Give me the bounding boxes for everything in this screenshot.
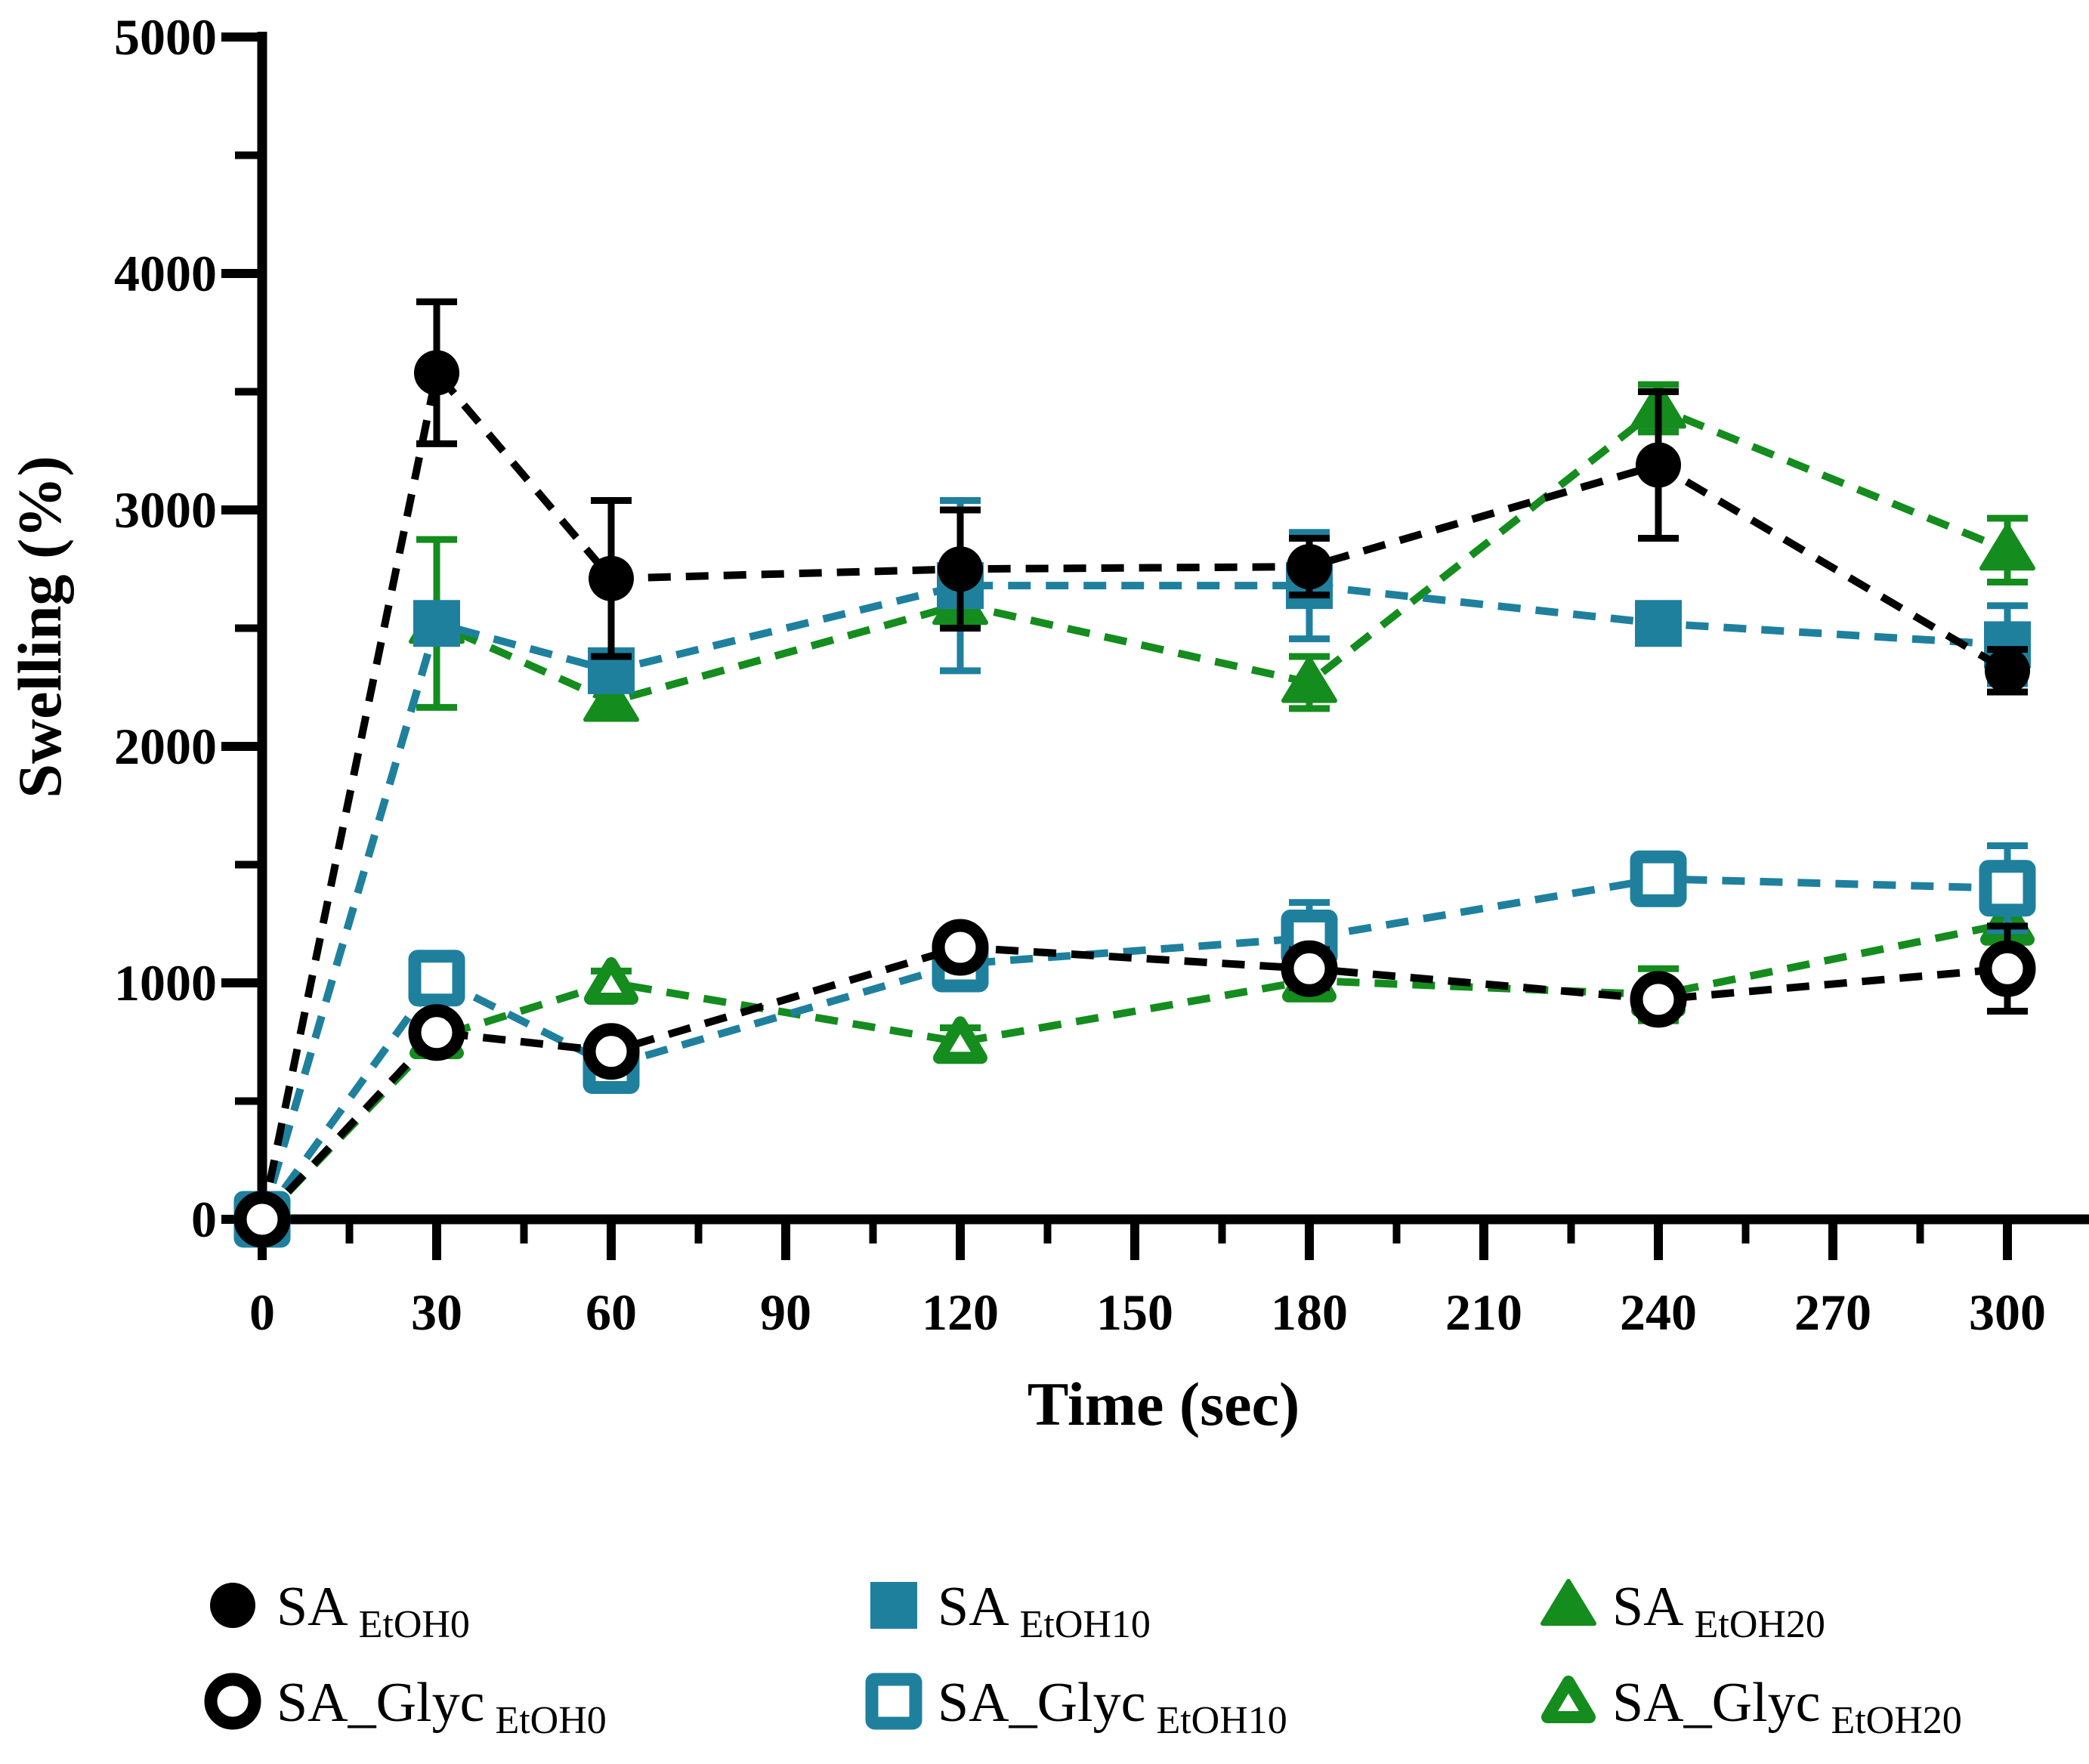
series-SA_Glyc_EtOH10 [233,842,2036,1248]
y-tick-label: 4000 [114,245,217,302]
legend-item-SA_Glyc_EtOH0: SA_Glyc EtOH0 [204,1672,607,1742]
legend-marker-SA_Glyc_EtOH20 [1541,1676,1596,1723]
marker-SA_EtOH0-120s [938,546,983,592]
marker-SA_Glyc_EtOH0-180s [1281,940,1338,997]
marker-SA_Glyc_EtOH0-300s [1979,940,2036,997]
legend-item-SA_Glyc_EtOH10: SA_Glyc EtOH10 [865,1672,1287,1742]
x-tick-label: 0 [249,1284,275,1341]
x-tick-label: 60 [586,1284,637,1341]
x-tick-label: 30 [411,1284,462,1341]
legend-label-SA_Glyc_EtOH0: SA_Glyc EtOH0 [277,1672,607,1742]
marker-SA_EtOH0-240s [1636,442,1681,488]
marker-SA_EtOH20-60s [583,675,639,722]
marker-SA_EtOH0-60s [589,555,634,601]
legend: SA EtOH0 SA EtOH10 SA EtOH20 SA_Glyc EtOH0 SA_Gl… [204,1576,1962,1742]
marker-SA_Glyc_EtOH20-120s [933,1016,987,1064]
marker-SA_EtOH0-300s [1985,647,2030,694]
legend-item-SA_Glyc_EtOH20: SA_Glyc EtOH20 [1541,1672,1962,1742]
legend-marker-SA_Glyc_EtOH0 [204,1673,261,1730]
plot-area [233,298,2036,1248]
series-SA_EtOH20 [234,381,2035,1240]
marker-SA_EtOH10-30s [413,600,460,647]
y-tick-label: 2000 [114,718,217,775]
series-line-SA_EtOH10 [258,582,2008,1221]
series-SA_Glyc_EtOH20 [235,882,2035,1241]
marker-SA_Glyc_EtOH0-0s [233,1191,291,1248]
marker-SA_EtOH20-300s [1979,524,2035,571]
marker-SA_EtOH10-240s [1635,600,1682,647]
legend-label-SA_EtOH10: SA EtOH10 [938,1576,1151,1646]
legend-label-SA_Glyc_EtOH10: SA_Glyc EtOH10 [938,1672,1287,1742]
legend-item-SA_EtOH20: SA EtOH20 [1540,1576,1825,1646]
legend-marker-SA_EtOH10 [870,1582,917,1629]
marker-SA_Glyc_EtOH0-120s [932,919,989,976]
marker-SA_EtOH0-30s [414,350,459,396]
marker-SA_EtOH0-180s [1287,544,1332,590]
series-line-SA_EtOH0 [258,364,2010,1221]
x-tick-label: 270 [1794,1284,1871,1341]
marker-SA_Glyc_EtOH0-30s [408,1004,465,1061]
legend-marker-SA_EtOH20 [1540,1579,1596,1626]
marker-SA_Glyc_EtOH10-240s [1630,850,1687,907]
y-tick-label: 5000 [114,8,217,66]
series-SA_EtOH10 [239,496,2031,1243]
series-SA_Glyc_EtOH0 [233,919,2036,1248]
y-axis-title: Swelling (%) [5,456,74,798]
marker-SA_Glyc_EtOH10-300s [1979,860,2036,917]
series-SA_EtOH0 [239,298,2030,1242]
legend-label-SA_EtOH0: SA EtOH0 [277,1576,470,1646]
legend-label-SA_Glyc_EtOH20: SA_Glyc EtOH20 [1612,1672,1962,1742]
x-tick-label: 120 [922,1284,999,1341]
x-axis-title: Time (sec) [1028,1370,1300,1438]
y-tick-label: 0 [191,1191,217,1248]
series-line-SA_Glyc_EtOH0 [259,944,2008,1222]
series-line-SA_Glyc_EtOH10 [258,875,2008,1222]
legend-item-SA_EtOH0: SA EtOH0 [210,1576,470,1646]
x-tick-label: 210 [1445,1284,1522,1341]
y-tick-label: 3000 [114,481,217,539]
tick-labels: 0 1000 2000 3000 4000 5000 0 30 60 90 120 150 180 210… [114,8,2046,1341]
x-tick-label: 300 [1969,1284,2046,1341]
marker-SA_Glyc_EtOH0-240s [1630,971,1687,1028]
y-tick-label: 1000 [114,954,217,1012]
legend-label-SA_EtOH20: SA EtOH20 [1612,1576,1825,1646]
legend-marker-SA_Glyc_EtOH10 [865,1673,922,1730]
marker-SA_EtOH20-180s [1281,656,1337,703]
x-tick-label: 240 [1620,1284,1697,1341]
legend-marker-SA_EtOH0 [210,1583,255,1628]
x-tick-label: 90 [760,1284,811,1341]
x-tick-label: 180 [1271,1284,1348,1341]
x-tick-label: 150 [1096,1284,1173,1341]
series-line-SA_Glyc_EtOH20 [259,919,2008,1222]
marker-SA_Glyc_EtOH10-30s [408,950,465,1007]
marker-SA_Glyc_EtOH20-60s [584,957,638,1005]
marker-SA_Glyc_EtOH0-60s [583,1023,640,1080]
series-line-SA_EtOH20 [258,403,2009,1221]
legend-item-SA_EtOH10: SA EtOH10 [870,1576,1151,1646]
